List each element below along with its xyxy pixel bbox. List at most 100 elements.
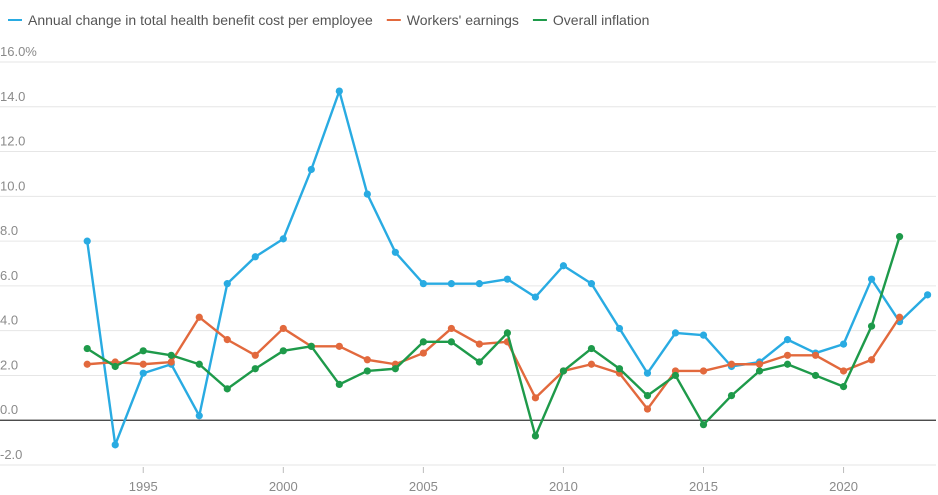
- data-point: [139, 369, 147, 377]
- data-point: [783, 360, 792, 368]
- data-point: [223, 385, 231, 393]
- data-point: [643, 369, 652, 377]
- data-point: [531, 432, 540, 440]
- data-point: [503, 329, 512, 337]
- data-point: [363, 356, 371, 364]
- y-tick-label: 8.0: [0, 223, 18, 238]
- data-point: [839, 367, 848, 375]
- series-3: [83, 233, 904, 440]
- x-tick-label: 2015: [689, 479, 718, 494]
- data-point: [503, 275, 512, 283]
- data-point: [279, 347, 287, 355]
- data-point: [615, 365, 624, 373]
- y-axis: -2.0 0.0 2.0 4.0 6.0 8.0 10.0 12.0 14.0 16.0%: [0, 44, 37, 462]
- data-point: [83, 237, 91, 245]
- x-tick-label: 2010: [549, 479, 578, 494]
- data-point: [475, 340, 483, 348]
- data-point: [727, 391, 736, 400]
- data-point: [755, 360, 764, 368]
- data-point: [559, 262, 568, 270]
- data-point: [223, 280, 231, 288]
- data-point: [111, 441, 119, 449]
- data-point: [811, 351, 820, 359]
- data-point: [83, 344, 91, 353]
- y-tick-label: 2.0: [0, 357, 18, 372]
- data-point: [587, 280, 596, 288]
- y-tick-label: 0.0: [0, 402, 18, 417]
- data-point: [307, 342, 315, 350]
- data-point: [867, 322, 876, 330]
- x-tick-label: 2020: [829, 479, 858, 494]
- data-point: [139, 347, 147, 355]
- data-point: [615, 324, 624, 333]
- data-point: [279, 324, 287, 333]
- legend-item-3: Overall inflation: [532, 12, 650, 28]
- data-point: [251, 351, 259, 359]
- data-point: [895, 233, 904, 241]
- data-point: [671, 329, 680, 337]
- data-point: [895, 313, 904, 321]
- data-point: [195, 412, 203, 420]
- legend-item-2: Workers' earnings: [386, 12, 519, 28]
- data-point: [811, 371, 820, 380]
- y-tick-label: 14.0: [0, 89, 25, 104]
- y-tick-label: 10.0: [0, 178, 25, 193]
- data-point: [587, 344, 596, 353]
- data-point: [279, 235, 287, 243]
- legend-item-1: Annual change in total health benefit co…: [8, 12, 373, 28]
- data-point: [335, 380, 343, 388]
- x-tick-label: 2005: [409, 479, 438, 494]
- series-line: [86, 89, 929, 447]
- data-point: [755, 367, 764, 375]
- y-tick-label: 4.0: [0, 313, 18, 328]
- data-point: [867, 275, 876, 283]
- data-point: [867, 356, 876, 364]
- data-point: [419, 338, 427, 346]
- data-point: [167, 358, 175, 366]
- data-point: [447, 324, 455, 333]
- data-point: [475, 280, 483, 288]
- series-2: [83, 313, 904, 413]
- data-point: [391, 365, 399, 373]
- data-point: [223, 336, 231, 344]
- x-tick-label: 1995: [129, 479, 158, 494]
- data-point: [839, 340, 848, 348]
- legend-label: Annual change in total health benefit co…: [28, 12, 373, 28]
- data-point: [839, 383, 848, 391]
- data-point: [531, 394, 540, 402]
- data-point: [419, 280, 427, 288]
- data-point: [139, 360, 147, 368]
- data-point: [923, 291, 932, 299]
- data-point: [363, 367, 371, 375]
- data-point: [531, 293, 540, 301]
- data-point: [335, 342, 343, 350]
- data-point: [83, 360, 91, 368]
- data-point: [195, 360, 203, 368]
- series-line: [86, 316, 901, 411]
- legend-label: Overall inflation: [553, 12, 650, 28]
- gridlines: [0, 61, 936, 466]
- data-point: [783, 336, 792, 344]
- data-point: [699, 421, 708, 429]
- data-point: [167, 351, 175, 359]
- data-point: [559, 367, 568, 375]
- data-point: [251, 365, 259, 373]
- data-point: [699, 331, 708, 339]
- data-point: [643, 391, 652, 400]
- data-point: [475, 358, 483, 366]
- data-point: [447, 280, 455, 288]
- legend: Annual change in total health benefit co…: [8, 12, 649, 28]
- legend-label: Workers' earnings: [407, 12, 519, 28]
- data-point: [251, 253, 259, 261]
- data-point: [783, 351, 792, 359]
- data-point: [643, 405, 652, 413]
- data-point: [307, 165, 315, 174]
- data-point: [671, 371, 680, 380]
- y-tick-label: 6.0: [0, 268, 18, 283]
- data-point: [419, 349, 427, 357]
- data-point: [363, 190, 371, 198]
- y-tick-label: 16.0%: [0, 44, 37, 59]
- series-line: [86, 235, 901, 438]
- series-group: [83, 87, 932, 449]
